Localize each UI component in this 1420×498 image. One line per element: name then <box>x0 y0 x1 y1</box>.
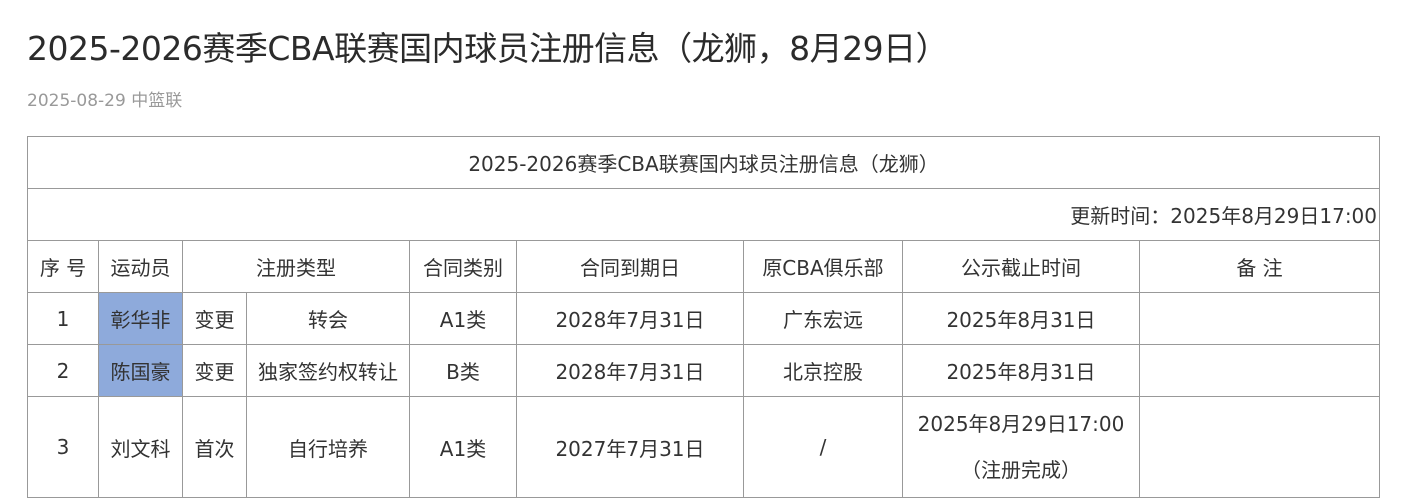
cell-reg-type: 独家签约权转让 <box>246 344 410 397</box>
update-time: 更新时间：2025年8月29日17:00 <box>26 188 1381 241</box>
cell-expiry: 2028年7月31日 <box>516 344 744 397</box>
registration-table: 2025-2026赛季CBA联赛国内球员注册信息（龙狮） 更新时间：2025年8… <box>26 136 1381 498</box>
cell-contract: B类 <box>409 344 517 397</box>
publish-date: 2025-08-29 <box>27 91 126 111</box>
table-row: 1 彰华非 变更 转会 A1类 2028年7月31日 广东宏远 2025年8月3… <box>27 292 1381 345</box>
page-title: 2025-2026赛季CBA联赛国内球员注册信息（龙狮，8月29日） <box>27 29 949 68</box>
cell-no: 3 <box>27 396 99 498</box>
cell-contract: A1类 <box>409 396 517 498</box>
cell-deadline: 2025年8月31日 <box>902 344 1140 397</box>
cell-reg-kind: 首次 <box>182 396 247 498</box>
header-no: 序 号 <box>27 240 99 293</box>
article-meta: 2025-08-29 中篮联 <box>27 86 182 111</box>
table-caption: 2025-2026赛季CBA联赛国内球员注册信息（龙狮） <box>26 136 1381 189</box>
header-player: 运动员 <box>98 240 183 293</box>
header-deadline: 公示截止时间 <box>902 240 1140 293</box>
header-contract: 合同类别 <box>409 240 517 293</box>
deadline-note: （注册完成） <box>961 458 1081 482</box>
cell-expiry: 2027年7月31日 <box>516 396 744 498</box>
cell-player: 陈国豪 <box>98 344 183 397</box>
cell-remark <box>1138 396 1381 498</box>
cell-reg-kind: 变更 <box>182 292 247 345</box>
source: 中篮联 <box>131 91 183 111</box>
cell-expiry: 2028年7月31日 <box>516 292 744 345</box>
cell-player: 彰华非 <box>98 292 183 345</box>
cell-remark <box>1138 344 1381 397</box>
cell-contract: A1类 <box>409 292 517 345</box>
table-row: 3 刘文科 首次 自行培养 A1类 2027年7月31日 / 2025年8月29… <box>27 396 1381 498</box>
cell-reg-type: 转会 <box>246 292 410 345</box>
cell-club: 北京控股 <box>743 344 903 397</box>
cell-no: 2 <box>27 344 99 397</box>
header-remark: 备 注 <box>1138 240 1381 293</box>
header-expiry: 合同到期日 <box>516 240 744 293</box>
header-row: 序 号 运动员 注册类型 合同类别 合同到期日 原CBA俱乐部 公示截止时间 备… <box>27 240 1381 293</box>
cell-no: 1 <box>27 292 99 345</box>
cell-remark <box>1138 292 1381 345</box>
deadline-time: 2025年8月29日17:00 <box>917 412 1125 436</box>
cell-player: 刘文科 <box>98 396 183 498</box>
table-row: 2 陈国豪 变更 独家签约权转让 B类 2028年7月31日 北京控股 2025… <box>27 344 1381 397</box>
cell-club: / <box>743 396 903 498</box>
cell-deadline: 2025年8月31日 <box>902 292 1140 345</box>
cell-reg-type: 自行培养 <box>246 396 410 498</box>
cell-club: 广东宏远 <box>743 292 903 345</box>
header-club: 原CBA俱乐部 <box>743 240 903 293</box>
cell-reg-kind: 变更 <box>182 344 247 397</box>
header-reg-type: 注册类型 <box>182 240 410 293</box>
cell-deadline: 2025年8月29日17:00 （注册完成） <box>902 396 1140 498</box>
